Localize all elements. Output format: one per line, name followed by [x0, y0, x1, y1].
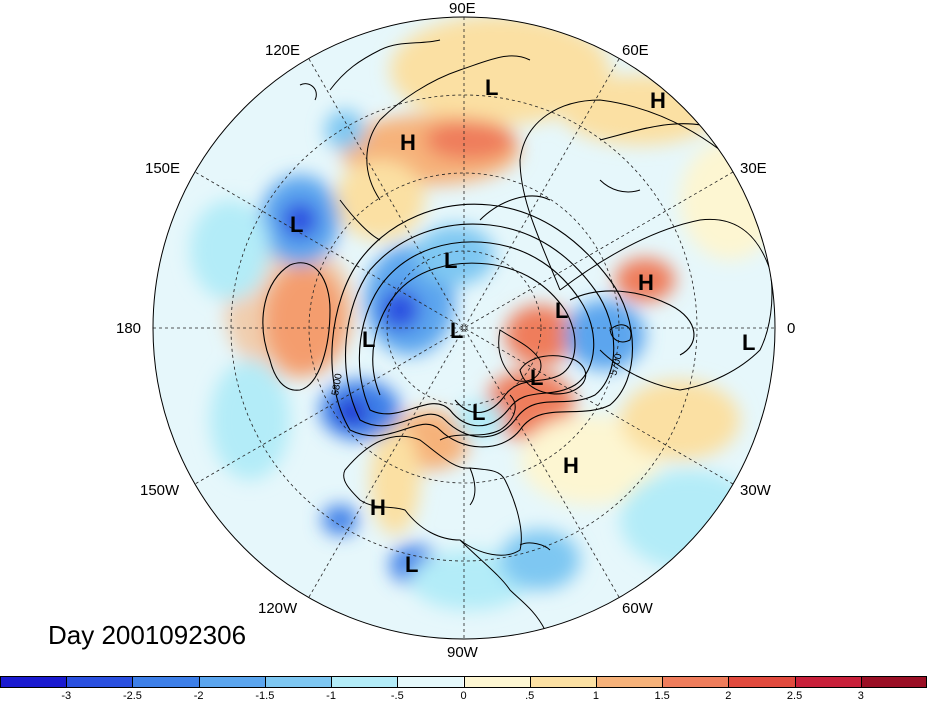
colorbar-segment — [198, 676, 265, 688]
pressure-centers: L H H L L L L H L L L L H L H L — [290, 75, 755, 577]
colorbar-tick-label: 2 — [725, 690, 732, 702]
colorbar-tick-label: .5 — [525, 690, 535, 702]
colorbar-tick-label: -1.5 — [255, 690, 275, 702]
lon-label-60w: 60W — [622, 600, 653, 617]
graticule — [153, 17, 775, 639]
contour-label: 5800 — [330, 372, 345, 396]
center-label: H — [400, 130, 416, 155]
colorbar-tick-label: -.5 — [390, 690, 404, 702]
lon-label-120w: 120W — [258, 600, 298, 617]
map-boundary — [152, 16, 776, 640]
colorbar-segment — [0, 676, 67, 688]
center-label: L — [362, 327, 375, 352]
center-label: L — [742, 330, 755, 355]
lon-label-0: 0 — [787, 320, 796, 337]
colorbar-tick-label: 2.5 — [786, 690, 803, 702]
anomaly-shading — [153, 17, 775, 639]
colorbar-tick-label: 3 — [857, 690, 864, 702]
lon-label-150e: 150E — [145, 160, 181, 177]
center-label: H — [650, 88, 666, 113]
center-label: L — [405, 552, 418, 577]
colorbar-segment — [794, 676, 861, 688]
lon-label-90w: 90W — [447, 644, 478, 661]
lon-label-150w: 150W — [140, 482, 180, 499]
colorbar-segment — [132, 676, 199, 688]
center-label: L — [450, 318, 463, 343]
colorbar-segment — [595, 676, 663, 688]
center-label: L — [530, 365, 543, 390]
lon-label-90e: 90E — [449, 0, 476, 17]
colorbar-outline — [0, 676, 927, 688]
center-label: L — [485, 75, 498, 100]
colorbar-segment — [463, 676, 530, 688]
height-contours — [262, 123, 721, 448]
center-label: H — [563, 453, 579, 478]
lon-label-60e: 60E — [622, 42, 649, 59]
day-caption: Day 2001092306 — [48, 620, 247, 650]
center-label: L — [444, 248, 457, 273]
colorbar-tick-label: -3 — [61, 690, 72, 702]
colorbar-tick-label: 1 — [592, 690, 599, 702]
center-label: L — [472, 400, 485, 425]
colorbar-segment — [264, 676, 332, 688]
center-label: L — [290, 212, 303, 237]
lon-label-30e: 30E — [740, 160, 767, 177]
colorbar-tick-label: -1 — [326, 690, 336, 702]
coastlines — [299, 39, 773, 631]
center-label: H — [370, 495, 386, 520]
colorbar-segment — [529, 676, 596, 688]
colorbar-segment — [860, 676, 927, 688]
colorbar-tick-label: 0 — [460, 690, 467, 702]
lon-label-180: 180 — [116, 320, 142, 337]
center-label: L — [555, 298, 568, 323]
colorbar — [0, 676, 928, 688]
colorbar-tick-label: -2.5 — [122, 690, 142, 702]
lon-label-30w: 30W — [740, 482, 771, 499]
colorbar-segment — [66, 676, 133, 688]
colorbar-segment — [397, 676, 464, 688]
lon-label-120e: 120E — [265, 42, 301, 59]
center-label: H — [638, 270, 654, 295]
colorbar-segment — [728, 676, 795, 688]
colorbar-tick-label: -2 — [193, 690, 204, 702]
colorbar-segment — [331, 676, 398, 688]
colorbar-tick-label: 1.5 — [654, 690, 670, 702]
colorbar-segment — [662, 676, 729, 688]
